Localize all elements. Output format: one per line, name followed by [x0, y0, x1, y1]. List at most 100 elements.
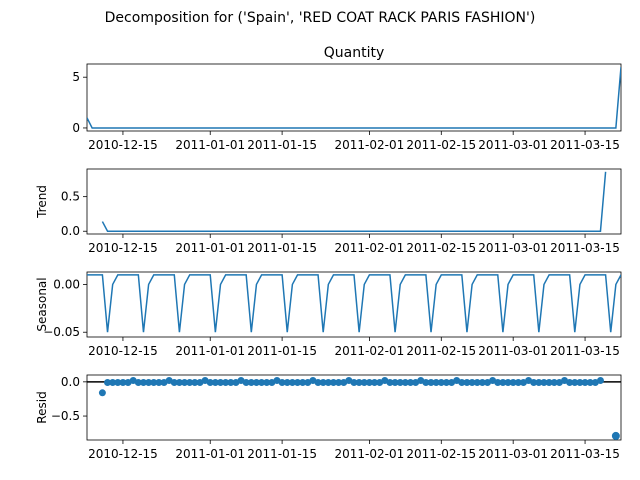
resid-xtick-label: 2011-02-01 [335, 447, 405, 461]
seasonal-ytick-label: −0.05 [43, 325, 80, 339]
observed-xtick-label: 2011-03-01 [478, 138, 548, 152]
resid-point [596, 376, 604, 384]
trend-xtick-label: 2010-12-15 [88, 241, 158, 255]
resid-point [581, 379, 589, 387]
resid-xtick-label: 2011-03-01 [478, 447, 548, 461]
seasonal-ytick-label: 0.00 [53, 277, 80, 291]
resid-point [371, 379, 379, 387]
resid-point [355, 379, 363, 387]
resid-point [586, 379, 594, 387]
resid-point [181, 379, 189, 387]
resid-point [391, 379, 399, 387]
resid-point [155, 379, 163, 387]
resid-point [104, 379, 112, 387]
resid-point [432, 379, 440, 387]
trend-series-line [101, 171, 607, 232]
resid-point [252, 379, 260, 387]
seasonal-xtick-label: 2011-03-01 [478, 344, 548, 358]
resid-point [545, 379, 553, 387]
observed-axes-frame [86, 63, 622, 132]
observed-xtick-label: 2011-01-01 [175, 138, 245, 152]
resid-point [222, 379, 230, 387]
trend-plot-area [101, 171, 607, 232]
resid-point [227, 379, 235, 387]
seasonal-plot-area [87, 274, 621, 333]
observed-ytick-label: 0 [72, 121, 80, 135]
resid-point [427, 379, 435, 387]
resid-ylabel: Resid [35, 391, 49, 423]
resid-point [365, 379, 373, 387]
resid-point [247, 379, 255, 387]
trend-axes-frame [86, 168, 622, 235]
resid-xtick-label: 2011-01-01 [175, 447, 245, 461]
resid-point [478, 379, 486, 387]
resid-point [504, 379, 512, 387]
resid-point [401, 379, 409, 387]
resid-point [550, 379, 558, 387]
resid-point [335, 379, 343, 387]
resid-point [422, 379, 430, 387]
resid-point [458, 379, 466, 387]
resid-point [463, 379, 471, 387]
resid-point [437, 379, 445, 387]
trend-xtick-label: 2011-02-01 [335, 241, 405, 255]
resid-point [396, 379, 404, 387]
resid-point [350, 379, 358, 387]
trend-ylabel: Trend [35, 185, 49, 219]
resid-point [530, 379, 538, 387]
resid-point [191, 379, 199, 387]
resid-point [217, 379, 224, 387]
resid-point [294, 379, 302, 387]
resid-point [98, 389, 106, 397]
observed-xtick-label: 2011-02-15 [406, 138, 476, 152]
resid-point [494, 379, 502, 387]
seasonal-xtick-label: 2011-01-01 [175, 344, 245, 358]
resid-axes-frame [86, 374, 622, 441]
resid-ytick-label: 0.0 [61, 375, 80, 389]
trend-ytick-label: 0.0 [61, 224, 80, 238]
resid-point [150, 379, 158, 387]
resid-xtick-label: 2011-01-15 [247, 447, 317, 461]
observed-xtick-label: 2011-01-15 [247, 138, 317, 152]
resid-point [283, 379, 291, 387]
resid-plot-area [87, 376, 621, 440]
resid-point [258, 379, 266, 387]
resid-point [299, 379, 307, 387]
resid-point [288, 379, 296, 387]
resid-point [242, 379, 250, 387]
observed-plot-area [87, 66, 621, 129]
trend-xtick-label: 2011-02-15 [406, 241, 476, 255]
resid-point [145, 379, 153, 387]
resid-point [406, 379, 414, 387]
resid-point [175, 379, 183, 387]
seasonal-xtick-label: 2011-02-15 [406, 344, 476, 358]
panel-resid: Resid 0.0 −0.5 2010-12-15 2011-01-01 2011-01-… [35, 374, 622, 461]
resid-point [119, 379, 127, 387]
seasonal-series-line [87, 274, 621, 333]
resid-point [540, 379, 548, 387]
resid-point [114, 379, 122, 387]
observed-xtick-label: 2011-02-01 [335, 138, 405, 152]
panel-trend: Trend 0.0 0.5 2010-12-15 2011-01-01 2011-01-1… [35, 168, 622, 255]
trend-xtick-label: 2011-03-15 [550, 241, 620, 255]
resid-point [206, 379, 214, 387]
resid-point [571, 379, 579, 387]
resid-point [509, 379, 517, 387]
resid-point [566, 379, 574, 387]
seasonal-xtick-label: 2011-01-15 [247, 344, 317, 358]
resid-point [535, 379, 543, 387]
observed-xtick-label: 2010-12-15 [88, 138, 158, 152]
observed-title: Quantity [324, 45, 385, 61]
resid-point [186, 379, 194, 387]
trend-xtick-label: 2011-01-01 [175, 241, 245, 255]
resid-point [211, 379, 219, 387]
observed-series-line [87, 66, 621, 129]
resid-xtick-label: 2011-03-15 [550, 447, 620, 461]
resid-point [139, 379, 147, 387]
resid-point [263, 379, 271, 387]
resid-point [134, 379, 142, 387]
resid-point [324, 379, 332, 387]
resid-point [442, 379, 450, 387]
seasonal-axes-frame [86, 271, 622, 338]
